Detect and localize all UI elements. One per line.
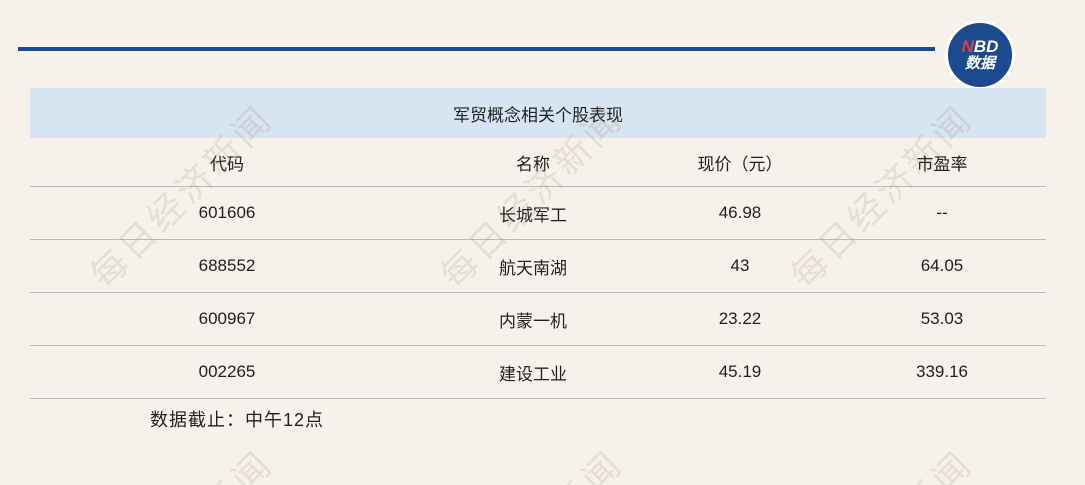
code-cell: 600967 [198, 309, 256, 328]
watermark-text: 每日经济新闻 [77, 437, 283, 485]
title-bar: 军贸概念相关个股表现 [30, 88, 1046, 138]
table-row: 002265 建设工业 45.19 339.16 [30, 346, 1046, 399]
pe-cell: -- [936, 203, 948, 222]
table-row: 601606 长城军工 46.98 -- [30, 187, 1046, 240]
table-row: 688552 航天南湖 43 64.05 [30, 240, 1046, 293]
code-cell: 688552 [198, 256, 256, 275]
logo-text-nbd: NBD [962, 38, 999, 56]
pe-cell: 53.03 [920, 309, 964, 328]
column-header-pe: 市盈率 [916, 154, 968, 174]
logo-letter-n: N [961, 37, 974, 57]
name-cell: 长城军工 [499, 205, 567, 225]
pe-cell: 64.05 [920, 256, 964, 275]
logo-letters-bd: BD [973, 37, 999, 57]
watermark-text: 每日经济新闻 [427, 437, 633, 485]
logo-text-data: 数据 [964, 55, 995, 73]
code-cell: 601606 [198, 203, 256, 222]
column-header-price: 现价（元） [697, 154, 783, 174]
column-header-name: 名称 [516, 154, 550, 174]
top-divider-rule [18, 47, 935, 51]
stock-table: 代码 名称 现价（元） 市盈率 601606 长城军工 46.98 -- 688… [30, 138, 1046, 399]
watermark-text: 每日经济新闻 [777, 437, 983, 485]
column-header-code: 代码 [210, 154, 244, 174]
table-header-row: 代码 名称 现价（元） 市盈率 [30, 138, 1046, 187]
name-cell: 航天南湖 [499, 258, 567, 278]
price-cell: 43 [730, 256, 750, 275]
name-cell: 内蒙一机 [499, 311, 567, 331]
price-cell: 23.22 [718, 309, 762, 328]
nbd-logo: NBD 数据 [945, 20, 1015, 90]
pe-cell: 339.16 [916, 362, 968, 381]
price-cell: 45.19 [718, 362, 762, 381]
name-cell: 建设工业 [499, 364, 567, 384]
data-cutoff-note: 数据截止：中午12点 [150, 410, 325, 430]
table-title: 军贸概念相关个股表现 [453, 105, 623, 125]
table-row: 600967 内蒙一机 23.22 53.03 [30, 293, 1046, 346]
code-cell: 002265 [198, 362, 256, 381]
price-cell: 46.98 [718, 203, 762, 222]
